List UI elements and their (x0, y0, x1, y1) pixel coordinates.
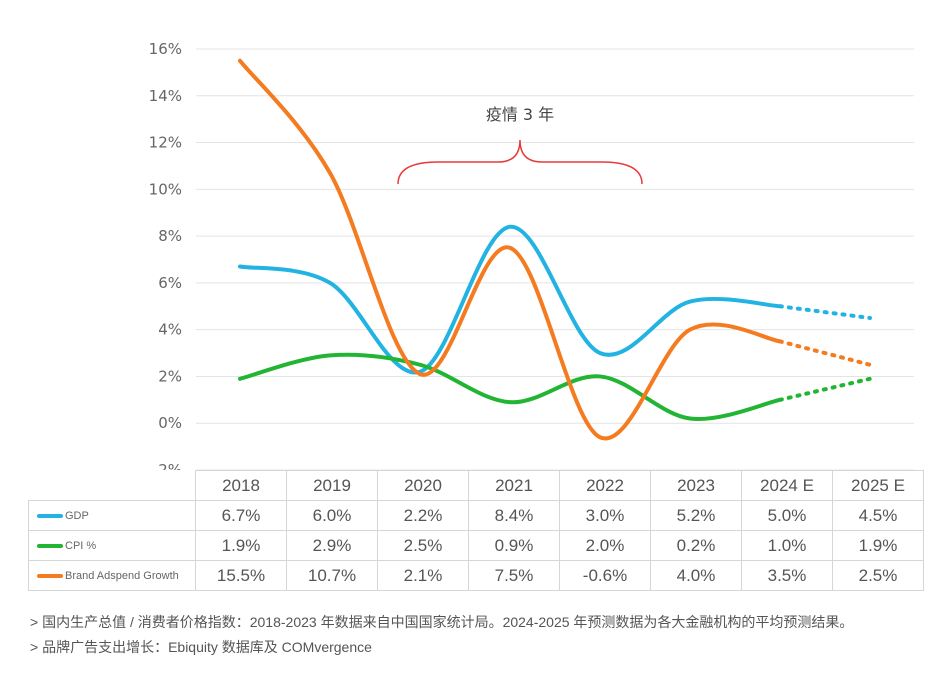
data-label: 7.5% (468, 560, 560, 591)
annotation: 疫情 3 年 (397, 105, 643, 185)
series-lines (238, 58, 872, 441)
series-forecast-cpi (778, 376, 872, 402)
data-label: 2.2% (377, 500, 469, 531)
source-note-1: > 国内生产总值 / 消费者价格指数：2018-2023 年数据来自中国国家统计… (30, 614, 854, 630)
y-tick-label: 10% (149, 180, 182, 198)
x-tick-label: 2019 (286, 470, 378, 501)
y-tick-label: 6% (158, 274, 182, 292)
data-label: 5.2% (650, 500, 742, 531)
table-corner (28, 470, 196, 501)
series-line-cpi (238, 352, 782, 422)
legend-swatch (37, 513, 63, 518)
annotation-label: 疫情 3 年 (486, 105, 554, 124)
data-label: 8.4% (468, 500, 560, 531)
y-axis-tick-labels: 16% 14% 12% 10% 8% 6% 4% 2% 0% -2% (149, 40, 182, 470)
y-tick-label: 4% (158, 321, 182, 339)
data-label: -0.6% (559, 560, 651, 591)
data-label: 1.9% (195, 530, 287, 561)
series-line-brand-adspend-growth (238, 58, 782, 441)
data-label: 0.9% (468, 530, 560, 561)
y-tick-label: -2% (153, 461, 182, 470)
data-label: 2.5% (377, 530, 469, 561)
data-label: 1.0% (741, 530, 833, 561)
data-label: 1.9% (832, 530, 924, 561)
x-tick-label: 2018 (195, 470, 287, 501)
data-label: 2.5% (832, 560, 924, 591)
grid-lines (196, 48, 914, 470)
series-forecast-gdp (778, 304, 872, 320)
legend-entry: CPI % (28, 530, 196, 561)
legend-swatch (37, 543, 63, 548)
data-label: 2.0% (559, 530, 651, 561)
y-tick-label: 0% (158, 414, 182, 432)
x-tick-label: 2021 (468, 470, 560, 501)
y-tick-label: 2% (158, 367, 182, 385)
x-tick-label: 2024 E (741, 470, 833, 501)
source-note-2: > 品牌广告支出增长：Ebiquity 数据库及 COMvergence (30, 639, 372, 655)
data-label: 6.7% (195, 500, 287, 531)
y-tick-label: 8% (158, 227, 182, 245)
data-label: 0.2% (650, 530, 742, 561)
data-label: 4.0% (650, 560, 742, 591)
series-line-gdp (238, 224, 782, 375)
table-row: Brand Adspend Growth 15.5% 10.7% 2.1% 7.5% -0… (28, 560, 924, 591)
table-header-row: 2018 2019 2020 2021 2022 2023 2024 E 2025 E (28, 470, 924, 501)
table-row: GDP 6.7% 6.0% 2.2% 8.4% 3.0% 5.2% 5.0% 4.5% (28, 500, 924, 531)
legend-label: CPI % (65, 539, 97, 552)
table-row: CPI % 1.9% 2.9% 2.5% 0.9% 2.0% 0.2% 1.0% 1.9% (28, 530, 924, 561)
data-label: 10.7% (286, 560, 378, 591)
table-body: GDP 6.7% 6.0% 2.2% 8.4% 3.0% 5.2% 5.0% 4.5% CPI %… (28, 500, 924, 591)
series-forecast-brand-adspend-growth (778, 339, 872, 367)
data-label: 3.5% (741, 560, 833, 591)
x-tick-label: 2020 (377, 470, 469, 501)
data-label: 2.9% (286, 530, 378, 561)
data-label: 2.1% (377, 560, 469, 591)
annotation-brace (397, 139, 643, 185)
x-tick-label: 2025 E (832, 470, 924, 501)
data-label: 5.0% (741, 500, 833, 531)
y-tick-label: 14% (149, 87, 182, 105)
legend-entry: GDP (28, 500, 196, 531)
y-tick-label: 12% (149, 134, 182, 152)
x-tick-label: 2023 (650, 470, 742, 501)
data-label: 15.5% (195, 560, 287, 591)
data-label: 6.0% (286, 500, 378, 531)
x-tick-label: 2022 (559, 470, 651, 501)
legend-entry: Brand Adspend Growth (28, 560, 196, 591)
legend-swatch (37, 573, 63, 578)
data-label: 4.5% (832, 500, 924, 531)
legend-label: GDP (65, 509, 89, 522)
line-chart: 16% 14% 12% 10% 8% 6% 4% 2% 0% -2% 疫情 3 年 (149, 40, 914, 470)
data-table: 2018 2019 2020 2021 2022 2023 2024 E 2025 E GDP… (28, 470, 924, 591)
data-label: 3.0% (559, 500, 651, 531)
y-tick-label: 16% (149, 40, 182, 58)
legend-label: Brand Adspend Growth (65, 569, 179, 582)
